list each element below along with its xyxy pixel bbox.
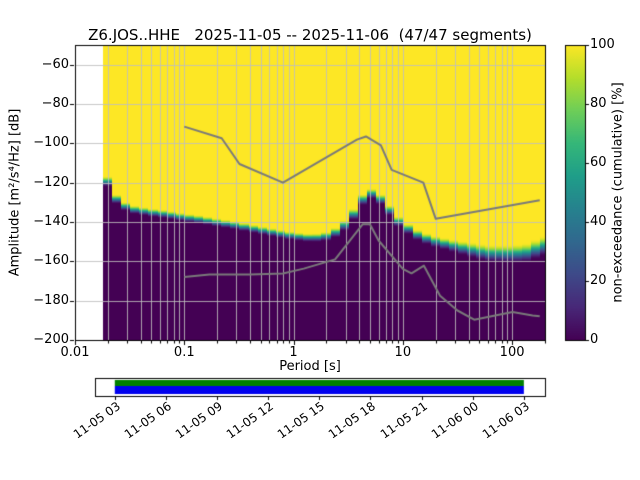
plot-title: Z6.JOS..HHE 2025-11-05 -- 2025-11-06 (47… [88, 26, 532, 44]
colorbar-label: non-exceedance (cumulative) [%] [610, 82, 626, 303]
x-axis-label: Period [s] [279, 359, 341, 374]
colorbar-label-box: non-exceedance (cumulative) [%] [600, 45, 636, 340]
y-axis-label-box: Amplitude [m²/s⁴/Hz] [dB] [0, 45, 30, 340]
y-axis-label: Amplitude [m²/s⁴/Hz] [dB] [7, 108, 23, 277]
